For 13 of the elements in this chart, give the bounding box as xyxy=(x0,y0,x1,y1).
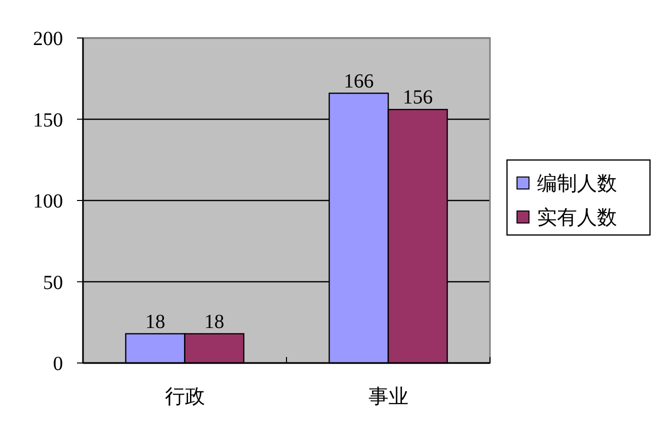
data-label: 156 xyxy=(402,86,433,108)
legend-label: 编制人数 xyxy=(537,173,617,195)
legend-label: 实有人数 xyxy=(537,207,617,229)
x-tick-label: 行政 xyxy=(164,386,205,408)
y-tick-label: 150 xyxy=(33,109,63,132)
y-tick-label: 200 xyxy=(33,28,63,50)
data-label: 18 xyxy=(204,310,224,333)
y-tick-label: 100 xyxy=(33,190,63,212)
data-label: 166 xyxy=(344,70,374,92)
data-label: 18 xyxy=(145,310,166,333)
y-tick-label: 50 xyxy=(43,272,63,294)
y-tick-label: 0 xyxy=(53,353,63,375)
x-tick-label: 事业 xyxy=(368,386,408,408)
